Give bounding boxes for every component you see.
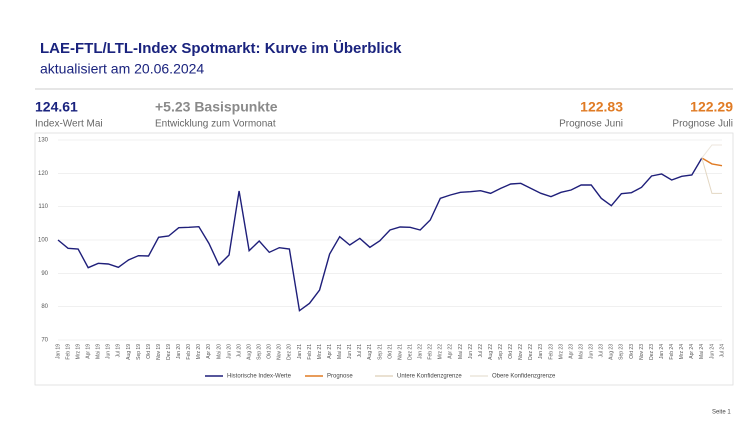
x-tick-label: Dez 20 bbox=[287, 344, 293, 360]
x-tick-label: Feb 20 bbox=[186, 344, 192, 360]
x-tick-label: Aug 23 bbox=[609, 344, 615, 360]
x-tick-label: Mrz 24 bbox=[679, 344, 685, 360]
kpi-label: Prognose Juli bbox=[672, 119, 733, 130]
kpi-value: 122.29 bbox=[690, 99, 733, 115]
x-tick-label: Jun 23 bbox=[589, 344, 595, 359]
y-tick-label: 100 bbox=[38, 238, 49, 244]
x-tick-label: Apr 19 bbox=[86, 344, 92, 359]
x-tick-label: Mai 23 bbox=[578, 344, 584, 359]
x-tick-label: Apr 20 bbox=[206, 344, 212, 359]
x-tick-label: Dez 21 bbox=[407, 344, 413, 360]
x-tick-label: Jul 22 bbox=[478, 344, 484, 358]
y-tick-label: 70 bbox=[41, 338, 48, 344]
x-tick-label: Sep 21 bbox=[377, 344, 383, 360]
x-tick-label: Jan 19 bbox=[55, 344, 61, 359]
x-tick-label: Sep 19 bbox=[136, 344, 142, 360]
x-tick-label: Jul 20 bbox=[236, 344, 242, 358]
x-tick-label: Sep 20 bbox=[257, 344, 263, 360]
x-tick-label: Mai 20 bbox=[216, 344, 222, 359]
x-tick-label: Okt 23 bbox=[629, 344, 635, 359]
x-tick-label: Feb 23 bbox=[548, 344, 554, 360]
y-tick-label: 90 bbox=[41, 271, 48, 277]
x-tick-label: Feb 24 bbox=[669, 344, 675, 360]
x-tick-label: Jun 20 bbox=[226, 344, 232, 359]
page-number: Seite 1 bbox=[712, 410, 731, 416]
x-tick-label: Aug 22 bbox=[488, 344, 494, 360]
y-tick-label: 110 bbox=[38, 204, 48, 210]
kpi-label: Prognose Juni bbox=[559, 119, 623, 130]
x-tick-label: Dez 22 bbox=[528, 344, 534, 360]
series-line bbox=[701, 144, 722, 159]
series-line bbox=[701, 157, 722, 194]
x-tick-label: Jul 19 bbox=[116, 344, 122, 358]
series-line bbox=[701, 157, 723, 167]
legend-label: Prognose bbox=[327, 374, 353, 380]
x-tick-label: Dez 23 bbox=[649, 344, 655, 360]
x-tick-label: Sep 22 bbox=[498, 344, 504, 360]
x-tick-label: Jan 20 bbox=[176, 344, 182, 359]
x-tick-label: Jul 23 bbox=[599, 344, 605, 358]
x-tick-label: Mrz 23 bbox=[558, 344, 564, 360]
x-tick-label: Okt 20 bbox=[267, 344, 273, 359]
x-tick-label: Apr 23 bbox=[568, 344, 574, 359]
x-tick-label: Feb 19 bbox=[65, 344, 71, 360]
x-tick-label: Nov 22 bbox=[518, 344, 524, 360]
chart-frame bbox=[34, 132, 734, 386]
x-tick-label: Nov 21 bbox=[397, 344, 403, 360]
x-tick-label: Jun 19 bbox=[106, 344, 112, 359]
kpi-value: +5.23 Basispunkte bbox=[155, 99, 278, 115]
x-tick-label: Jan 23 bbox=[538, 344, 544, 359]
x-tick-label: Jan 24 bbox=[659, 344, 665, 359]
x-tick-label: Feb 21 bbox=[307, 344, 313, 360]
x-tick-label: Apr 24 bbox=[689, 344, 695, 359]
legend-label: Untere Konfidenzgrenze bbox=[397, 374, 462, 380]
series-line bbox=[57, 157, 703, 312]
x-tick-label: Jul 24 bbox=[719, 344, 725, 358]
x-tick-label: Okt 21 bbox=[387, 344, 393, 359]
x-tick-label: Jun 21 bbox=[347, 344, 353, 359]
x-tick-label: Mrz 22 bbox=[438, 344, 444, 360]
x-tick-label: Apr 22 bbox=[448, 344, 454, 359]
x-tick-label: Sep 23 bbox=[619, 344, 625, 360]
x-tick-label: Aug 20 bbox=[246, 344, 252, 360]
x-tick-label: Mai 21 bbox=[337, 344, 343, 359]
x-tick-label: Nov 19 bbox=[156, 344, 162, 360]
kpi-value: 124.61 bbox=[35, 99, 78, 115]
x-tick-label: Mai 22 bbox=[458, 344, 464, 359]
kpi-label: Index-Wert Mai bbox=[35, 119, 103, 130]
x-tick-label: Mai 19 bbox=[96, 344, 102, 359]
x-tick-label: Jun 22 bbox=[468, 344, 474, 359]
x-tick-label: Feb 22 bbox=[428, 344, 434, 360]
x-tick-label: Mrz 21 bbox=[317, 344, 323, 360]
subtitle: aktualisiert am 20.06.2024 bbox=[40, 61, 204, 77]
x-tick-label: Nov 20 bbox=[277, 344, 283, 360]
x-tick-label: Mrz 20 bbox=[196, 344, 202, 360]
x-tick-label: Okt 22 bbox=[508, 344, 514, 359]
x-tick-label: Mai 24 bbox=[699, 344, 705, 359]
y-tick-label: 80 bbox=[41, 304, 48, 310]
x-tick-label: Jul 21 bbox=[357, 344, 363, 358]
x-tick-label: Aug 19 bbox=[126, 344, 132, 360]
x-tick-label: Jan 21 bbox=[297, 344, 303, 359]
legend-label: Obere Konfidenzgrenze bbox=[492, 374, 556, 380]
x-tick-label: Mrz 19 bbox=[75, 344, 81, 360]
y-tick-label: 120 bbox=[38, 171, 49, 177]
kpi-value: 122.83 bbox=[580, 99, 623, 115]
x-tick-label: Aug 21 bbox=[367, 344, 373, 360]
x-tick-label: Nov 23 bbox=[639, 344, 645, 360]
x-tick-label: Jan 22 bbox=[418, 344, 424, 359]
x-tick-label: Dez 19 bbox=[166, 344, 172, 360]
y-tick-label: 130 bbox=[38, 138, 49, 144]
kpi-label: Entwicklung zum Vormonat bbox=[155, 119, 276, 130]
legend-label: Historische Index-Werte bbox=[227, 374, 292, 380]
title: LAE-FTL/LTL-Index Spotmarkt: Kurve im Üb… bbox=[40, 40, 402, 57]
x-tick-label: Okt 19 bbox=[146, 344, 152, 359]
x-tick-label: Jun 24 bbox=[709, 344, 715, 359]
x-tick-label: Apr 21 bbox=[327, 344, 333, 359]
